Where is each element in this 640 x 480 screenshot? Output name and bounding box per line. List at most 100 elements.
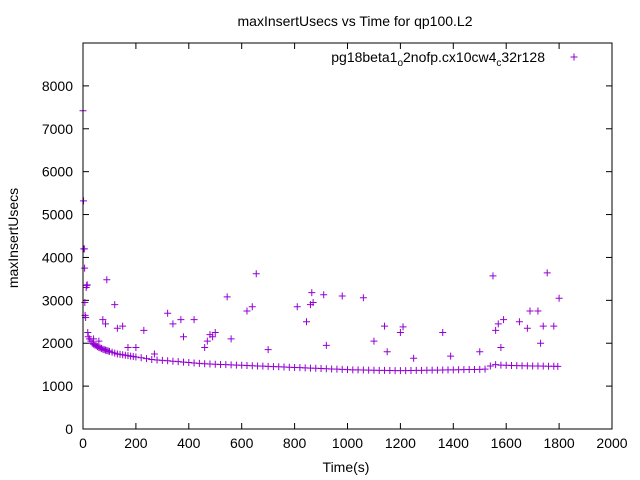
- data-point: [80, 197, 88, 205]
- data-point: [83, 281, 91, 289]
- data-point: [209, 333, 217, 341]
- data-point: [492, 326, 500, 334]
- data-point: [90, 335, 98, 343]
- data-point: [101, 320, 109, 328]
- data-point: [534, 307, 542, 315]
- data-point: [410, 354, 418, 362]
- x-tick-label: 200: [124, 435, 148, 451]
- data-point: [396, 329, 404, 336]
- data-point: [103, 276, 111, 284]
- chart-title: maxInsertUsecs vs Time for qp100.L2: [238, 13, 473, 29]
- data-point: [497, 344, 505, 352]
- legend: pg18beta1o2nofp.cx10cw4c32r128: [331, 49, 578, 69]
- y-tick-label: 8000: [42, 78, 73, 94]
- data-point: [203, 337, 211, 345]
- data-point: [293, 303, 301, 311]
- data-point: [81, 264, 89, 272]
- data-point: [142, 355, 150, 363]
- legend-marker: [570, 53, 578, 61]
- data-point: [523, 324, 531, 332]
- data-point: [113, 324, 121, 332]
- data-point: [132, 344, 140, 352]
- x-tick-label: 1800: [544, 435, 575, 451]
- data-point: [150, 350, 158, 358]
- data-point: [137, 354, 145, 362]
- data-point: [320, 291, 328, 299]
- data-point: [309, 298, 317, 306]
- data-point: [164, 309, 172, 317]
- data-point: [439, 329, 447, 336]
- data-point: [119, 322, 127, 330]
- data-point: [476, 348, 484, 356]
- y-tick-label: 7000: [42, 121, 73, 137]
- axis-ticks: 0 200 400 600 800 1000 1200 1400 1600 1800 2000 0 10…: [42, 43, 628, 451]
- y-axis-label: maxInsertUsecs: [5, 188, 21, 288]
- y-tick-label: 1000: [42, 378, 73, 394]
- x-tick-label: 2000: [596, 435, 627, 451]
- data-point: [140, 326, 148, 334]
- y-tick-label: 0: [65, 421, 73, 437]
- data-point: [359, 294, 367, 302]
- data-point: [494, 320, 502, 328]
- data-point: [526, 307, 534, 315]
- x-tick-label: 800: [283, 435, 307, 451]
- data-point: [308, 289, 316, 297]
- data-point: [338, 292, 346, 300]
- legend-marker-symbol: [570, 53, 578, 61]
- data-point: [539, 322, 547, 330]
- data-point: [190, 316, 198, 324]
- x-tick-label: 1400: [438, 435, 469, 451]
- data-point: [177, 316, 185, 324]
- plot-frame: [82, 42, 613, 430]
- data-point: [95, 337, 103, 345]
- data-point: [248, 303, 256, 311]
- data-points: [79, 107, 563, 375]
- data-point: [169, 320, 177, 328]
- data-point: [80, 245, 88, 253]
- data-point: [111, 301, 119, 309]
- data-point: [252, 270, 260, 278]
- data-point: [489, 272, 497, 280]
- data-point: [303, 318, 311, 326]
- data-point: [223, 293, 231, 301]
- data-point: [322, 341, 330, 349]
- x-tick-label: 0: [79, 435, 87, 451]
- data-point: [555, 294, 563, 302]
- y-tick-label: 6000: [42, 164, 73, 180]
- data-point: [84, 329, 92, 336]
- x-tick-label: 1200: [385, 435, 416, 451]
- data-point: [500, 316, 508, 324]
- data-point: [124, 344, 132, 352]
- data-point: [211, 329, 219, 336]
- data-point: [515, 318, 523, 326]
- x-tick-label: 1600: [491, 435, 522, 451]
- y-tick-label: 4000: [42, 249, 73, 265]
- data-point: [550, 322, 558, 330]
- data-point: [243, 307, 251, 315]
- x-tick-label: 1000: [332, 435, 363, 451]
- x-tick-label: 400: [177, 435, 201, 451]
- data-point: [486, 362, 494, 370]
- data-point: [381, 322, 389, 330]
- data-point: [543, 269, 551, 277]
- data-point: [481, 365, 489, 373]
- x-axis-label: Time(s): [323, 459, 370, 475]
- data-point: [201, 344, 209, 352]
- y-tick-label: 3000: [42, 292, 73, 308]
- data-point: [99, 316, 107, 324]
- data-point: [399, 323, 407, 331]
- data-point: [132, 353, 140, 361]
- data-point: [227, 335, 235, 343]
- data-point: [370, 337, 378, 345]
- data-point: [537, 339, 545, 347]
- data-point: [554, 362, 562, 370]
- legend-label: pg18beta1o2nofp.cx10cw4c32r128: [331, 49, 545, 69]
- x-tick-label: 600: [230, 435, 254, 451]
- data-point: [447, 352, 455, 360]
- y-tick-label: 2000: [42, 335, 73, 351]
- data-point: [180, 333, 188, 341]
- data-point: [264, 346, 272, 354]
- y-tick-label: 5000: [42, 207, 73, 223]
- data-point: [383, 348, 391, 356]
